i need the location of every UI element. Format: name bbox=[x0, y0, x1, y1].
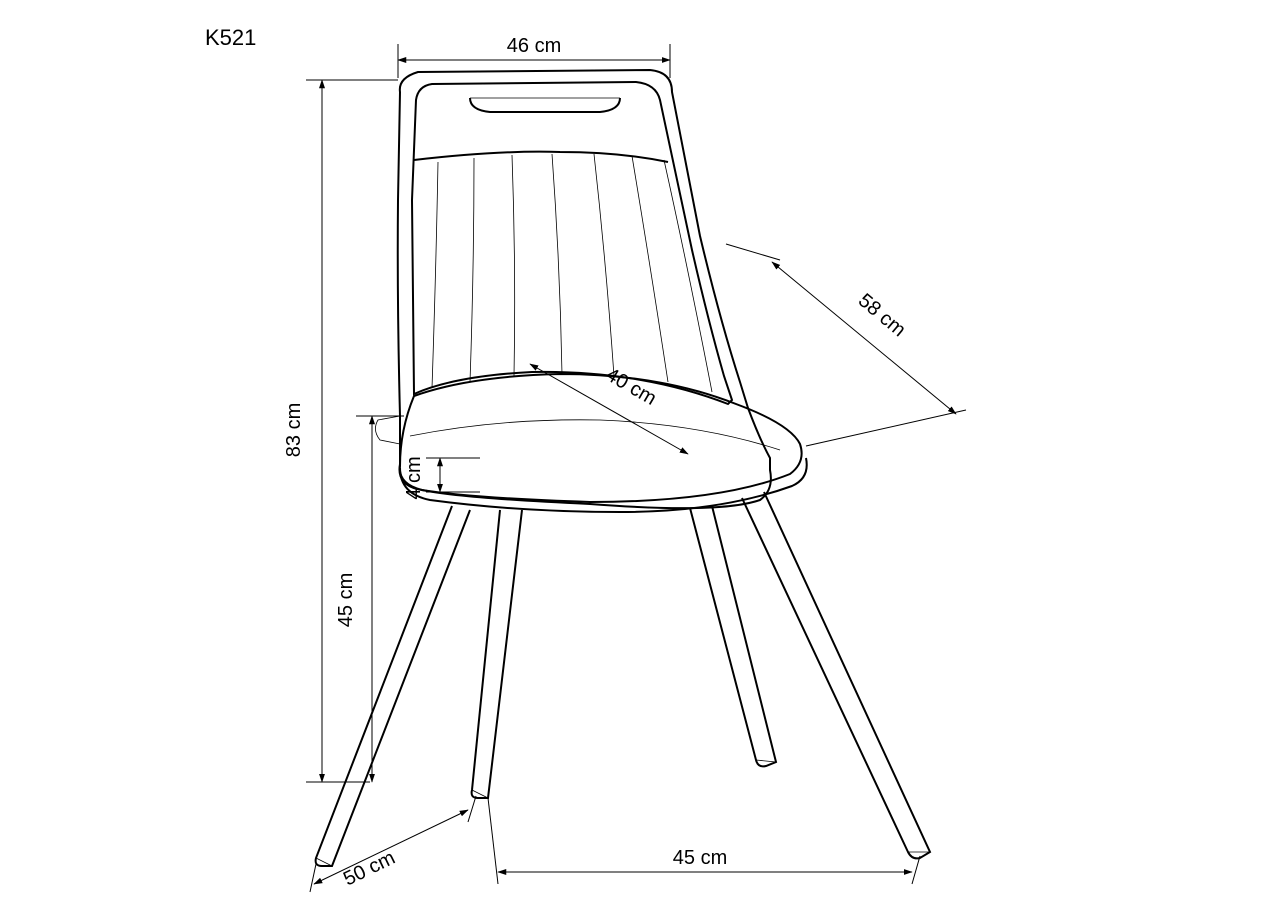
dim-seat-thickness-label: 4 cm bbox=[403, 456, 425, 499]
dim-base-width-label: 45 cm bbox=[673, 847, 727, 869]
dim-seat-height-label: 45 cm bbox=[335, 573, 357, 627]
chair-outline bbox=[375, 70, 806, 512]
dim-seat-height: 45 cm bbox=[335, 416, 404, 782]
dim-total-height: 83 cm bbox=[283, 80, 398, 782]
dim-total-height-label: 83 cm bbox=[283, 403, 305, 457]
dim-base-depth-label: 50 cm bbox=[340, 847, 399, 891]
chair-legs bbox=[316, 492, 930, 866]
model-label: K521 bbox=[205, 25, 256, 50]
dim-top-width-label: 46 cm bbox=[507, 35, 561, 57]
dim-seat-depth-label: 40 cm bbox=[602, 364, 660, 410]
dim-seat-depth: 40 cm bbox=[530, 364, 688, 454]
technical-drawing: K521 bbox=[0, 0, 1280, 920]
dim-side-depth-label: 58 cm bbox=[854, 289, 910, 341]
dim-base-width: 45 cm bbox=[488, 798, 920, 884]
